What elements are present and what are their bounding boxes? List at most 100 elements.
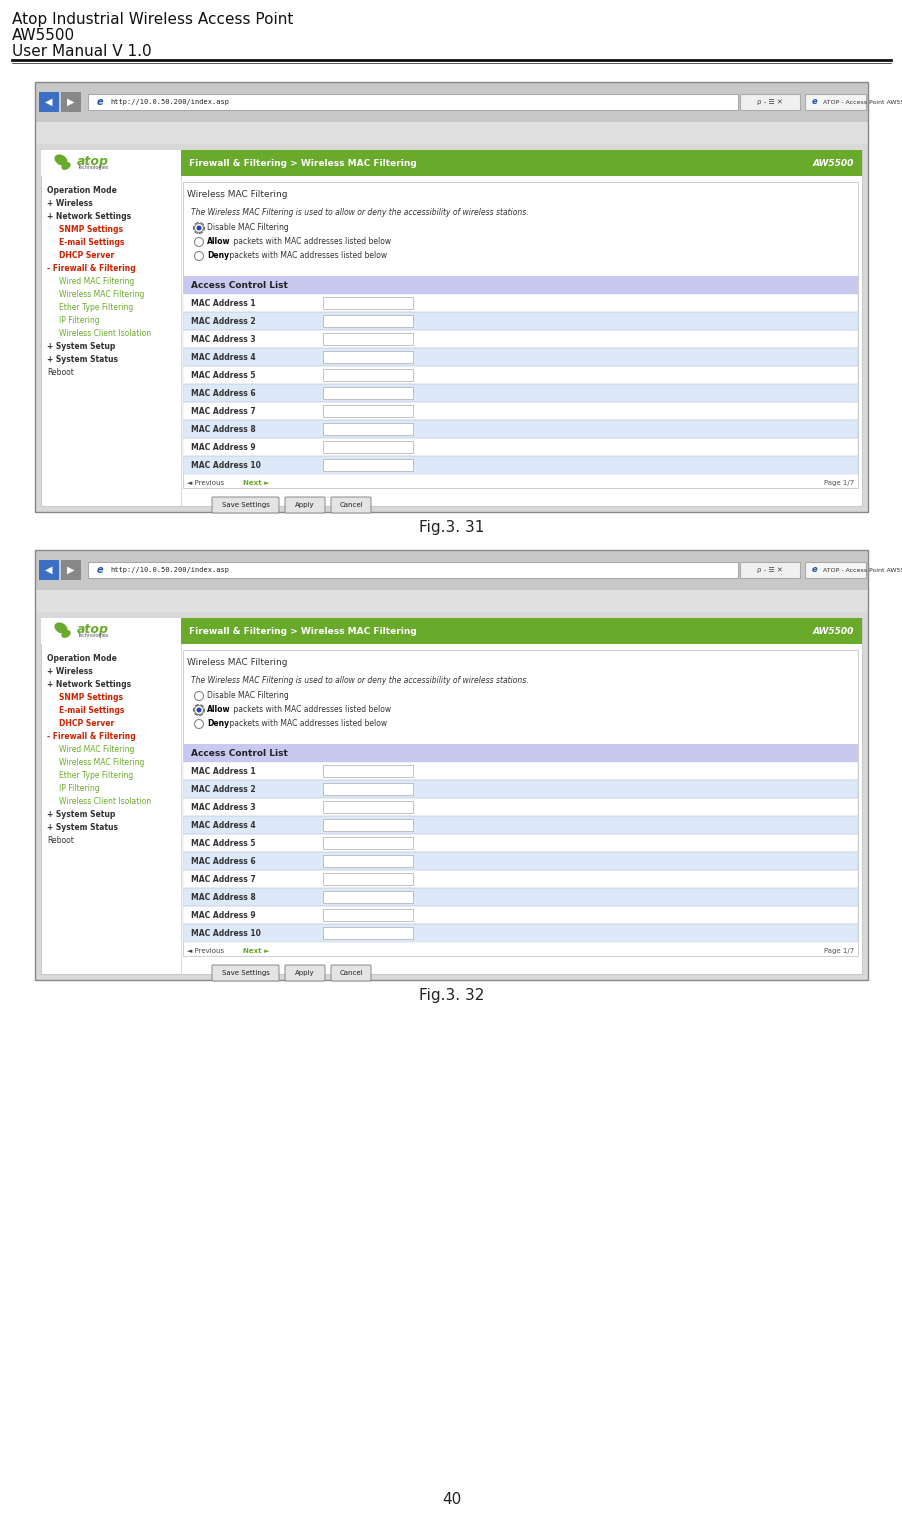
Text: SNMP Settings: SNMP Settings (59, 224, 123, 234)
Text: DHCP Server: DHCP Server (59, 719, 115, 728)
Text: Save Settings: Save Settings (221, 502, 269, 508)
Text: MAC Address 3: MAC Address 3 (191, 334, 255, 344)
FancyBboxPatch shape (285, 965, 325, 980)
Bar (183, 815, 857, 834)
FancyBboxPatch shape (61, 92, 81, 111)
Text: Wireless MAC Filtering: Wireless MAC Filtering (187, 658, 287, 667)
Bar (323, 405, 412, 417)
Bar (183, 870, 857, 889)
Bar (183, 457, 857, 473)
Bar (323, 855, 412, 867)
Text: Wired MAC Filtering: Wired MAC Filtering (59, 745, 134, 754)
Bar (183, 889, 857, 906)
Bar (804, 95, 865, 110)
Text: The Wireless MAC Filtering is used to allow or deny the accessibility of wireles: The Wireless MAC Filtering is used to al… (191, 676, 528, 686)
FancyBboxPatch shape (61, 560, 81, 580)
Text: ▶: ▶ (67, 565, 75, 576)
Text: Disable MAC Filtering: Disable MAC Filtering (207, 692, 289, 701)
Text: + Network Settings: + Network Settings (47, 680, 131, 689)
Bar (183, 924, 857, 942)
Bar (35, 589, 867, 612)
Bar (183, 780, 857, 799)
Text: Disable MAC Filtering: Disable MAC Filtering (207, 223, 289, 232)
Text: Wired MAC Filtering: Wired MAC Filtering (59, 276, 134, 286)
Text: MAC Address 8: MAC Address 8 (191, 425, 255, 434)
Circle shape (194, 692, 203, 701)
Text: Firewall & Filtering > Wireless MAC Filtering: Firewall & Filtering > Wireless MAC Filt… (189, 159, 417, 168)
Bar (183, 906, 857, 924)
Text: Atop Industrial Wireless Access Point: Atop Industrial Wireless Access Point (12, 12, 293, 27)
Bar (183, 182, 857, 489)
FancyBboxPatch shape (212, 965, 279, 980)
Bar (87, 562, 737, 579)
Bar (183, 852, 857, 870)
Text: + System Status: + System Status (47, 354, 118, 363)
Bar (183, 295, 857, 312)
Bar (35, 82, 867, 122)
Text: SNMP Settings: SNMP Settings (59, 693, 123, 702)
Bar (35, 612, 867, 980)
Text: atop: atop (77, 623, 109, 635)
Text: MAC Address 8: MAC Address 8 (191, 892, 255, 901)
Text: Access Control List: Access Control List (191, 748, 288, 757)
Text: Deny: Deny (207, 719, 229, 728)
Bar (183, 420, 857, 438)
Bar (183, 799, 857, 815)
Bar (183, 330, 857, 348)
Text: http://10.0.50.200/index.asp: http://10.0.50.200/index.asp (110, 99, 229, 105)
Text: Reboot: Reboot (47, 835, 74, 844)
Text: MAC Address 1: MAC Address 1 (191, 298, 255, 307)
Bar (183, 651, 857, 956)
Bar (183, 834, 857, 852)
Text: packets with MAC addresses listed below: packets with MAC addresses listed below (226, 719, 387, 728)
Bar (323, 765, 412, 777)
Text: MAC Address 10: MAC Address 10 (191, 461, 261, 469)
Circle shape (194, 705, 203, 715)
Text: ρ - ☰ ✕: ρ - ☰ ✕ (756, 99, 782, 105)
Bar (183, 295, 857, 312)
Bar (323, 909, 412, 921)
Text: Next ►: Next ► (243, 948, 269, 954)
Text: MAC Address 4: MAC Address 4 (191, 353, 255, 362)
Bar (41, 150, 180, 176)
Bar (180, 150, 861, 176)
Text: Operation Mode: Operation Mode (47, 186, 116, 195)
Text: ATOP - Access Point AW55...: ATOP - Access Point AW55... (822, 99, 902, 104)
Text: ◀: ◀ (45, 565, 52, 576)
Text: - Firewall & Filtering: - Firewall & Filtering (47, 264, 135, 273)
Bar (183, 312, 857, 330)
Text: Wireless MAC Filtering: Wireless MAC Filtering (59, 757, 144, 767)
Text: Allow: Allow (207, 238, 230, 246)
Bar (739, 95, 799, 110)
Text: Save Settings: Save Settings (221, 970, 269, 976)
Text: Ether Type Filtering: Ether Type Filtering (59, 302, 133, 312)
Circle shape (194, 223, 203, 232)
Bar (804, 562, 865, 579)
Text: ◄ Previous: ◄ Previous (187, 479, 224, 486)
Circle shape (194, 719, 203, 728)
Text: MAC Address 7: MAC Address 7 (191, 406, 255, 415)
Bar (323, 423, 412, 435)
Text: Wireless Client Isolation: Wireless Client Isolation (59, 797, 151, 806)
FancyBboxPatch shape (39, 92, 59, 111)
Bar (183, 438, 857, 457)
Bar (35, 82, 867, 512)
Bar (183, 348, 857, 366)
Bar (35, 550, 867, 589)
Text: Apply: Apply (295, 502, 315, 508)
Bar (323, 783, 412, 796)
Text: - Firewall & Filtering: - Firewall & Filtering (47, 731, 135, 741)
Text: e: e (811, 98, 817, 107)
Bar (323, 927, 412, 939)
Bar (183, 889, 857, 906)
Bar (183, 438, 857, 457)
Bar (739, 562, 799, 579)
Bar (180, 618, 861, 644)
Text: Fig.3. 31: Fig.3. 31 (419, 521, 483, 534)
Text: e: e (97, 565, 103, 576)
Bar (35, 550, 867, 980)
Bar (183, 924, 857, 942)
Bar (183, 383, 857, 402)
Bar (323, 386, 412, 399)
Text: MAC Address 2: MAC Address 2 (191, 785, 255, 794)
